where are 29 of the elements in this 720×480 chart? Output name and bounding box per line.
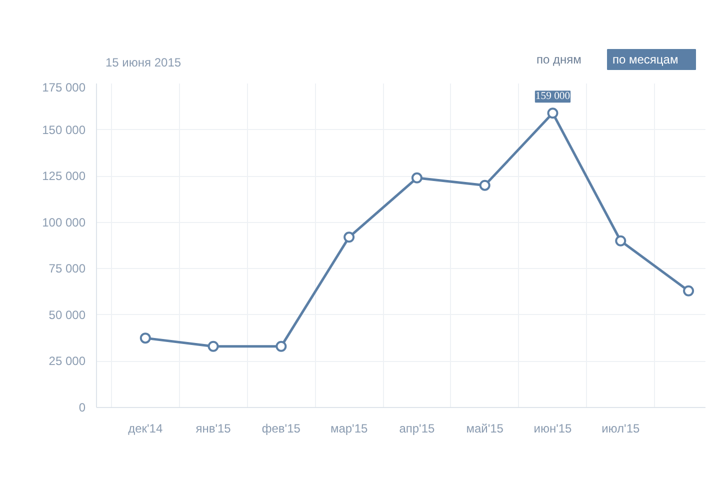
x-tick-label: фев'15 — [262, 422, 301, 436]
x-tick-label: мар'15 — [330, 422, 368, 436]
point — [140, 332, 151, 344]
y-tick-label: 150 000 — [42, 122, 86, 137]
x-tick-label: июл'15 — [602, 422, 640, 436]
y-tick-label: 75 000 — [48, 262, 86, 276]
text: по дням — [536, 52, 582, 66]
y-tick-label: 100 000 — [42, 215, 86, 230]
y-tick-label: 25 000 — [48, 354, 86, 368]
y-tick-label: 0 — [78, 400, 86, 414]
point — [276, 340, 287, 352]
x-tick-label: июн'15 — [534, 422, 572, 436]
point — [479, 180, 490, 191]
point — [411, 172, 422, 184]
y-tick-label: 125 000 — [42, 169, 86, 184]
x-tick-label: янв'15 — [196, 422, 232, 436]
y-tick-label: 50 000 — [48, 308, 86, 322]
point — [208, 340, 219, 352]
y-tick-label: 175 000 — [42, 80, 86, 94]
point — [683, 285, 694, 296]
point — [615, 235, 626, 246]
x-tick-label: дек'14 — [128, 422, 163, 436]
x-tick-label: апр'15 — [399, 422, 436, 436]
point — [344, 232, 355, 243]
text: по месяцам — [612, 52, 678, 66]
text: 15 июня 2015 — [106, 56, 182, 70]
x-tick-label: май'15 — [466, 422, 504, 436]
point — [547, 108, 558, 119]
data-label: 159 000 — [535, 91, 570, 102]
